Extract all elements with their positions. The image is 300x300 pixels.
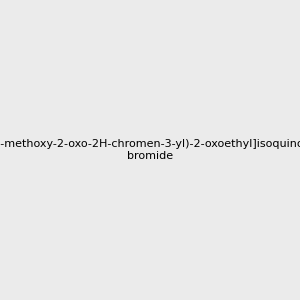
Text: 2-[2-(8-methoxy-2-oxo-2H-chromen-3-yl)-2-oxoethyl]isoquinolinium bromide: 2-[2-(8-methoxy-2-oxo-2H-chromen-3-yl)-2…	[0, 139, 300, 161]
